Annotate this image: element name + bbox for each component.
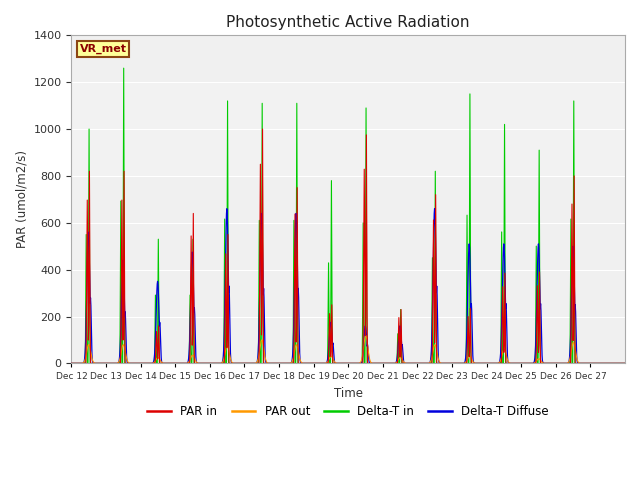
X-axis label: Time: Time	[333, 387, 363, 400]
Y-axis label: PAR (umol/m2/s): PAR (umol/m2/s)	[15, 150, 28, 248]
Text: VR_met: VR_met	[80, 44, 127, 54]
Legend: PAR in, PAR out, Delta-T in, Delta-T Diffuse: PAR in, PAR out, Delta-T in, Delta-T Dif…	[143, 401, 554, 423]
Bar	[72, 82, 625, 176]
Title: Photosynthetic Active Radiation: Photosynthetic Active Radiation	[227, 15, 470, 30]
